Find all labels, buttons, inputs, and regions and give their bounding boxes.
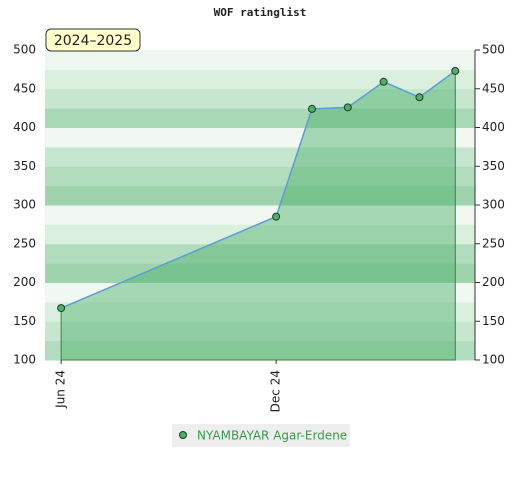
point <box>343 103 352 112</box>
stripe <box>45 205 475 225</box>
x-tick-label: Dec 24 <box>269 370 283 412</box>
plot-area <box>45 50 475 361</box>
stripe <box>45 185 475 206</box>
stripe <box>45 166 475 187</box>
point <box>451 66 460 75</box>
point <box>307 104 316 113</box>
point <box>57 304 66 313</box>
y2-tick-label: 400 <box>482 120 505 134</box>
stripe <box>45 340 475 361</box>
stripe <box>45 69 475 90</box>
y-tick-label: 250 <box>13 236 36 250</box>
stripe <box>45 127 475 148</box>
stripe <box>45 301 475 322</box>
y2-tick-label: 150 <box>482 314 505 328</box>
y2-tick-label: 100 <box>482 353 505 367</box>
y2-tick-label: 250 <box>482 236 505 250</box>
y-tick-label: 450 <box>13 81 36 95</box>
legend <box>172 424 350 447</box>
y2-tick-label: 350 <box>482 159 505 173</box>
y-tick-label: 500 <box>13 43 36 57</box>
chart-title: WOF ratinglist <box>214 6 307 19</box>
stripe <box>45 108 475 128</box>
y-tick-label: 300 <box>13 198 36 212</box>
stripe <box>45 282 475 303</box>
stripe <box>45 243 475 264</box>
season-box <box>45 28 141 52</box>
y2-tick-label: 450 <box>482 81 505 95</box>
y2-tick-label: 500 <box>482 43 505 57</box>
point <box>415 93 424 102</box>
legend-text: NYAMBAYAR Agar-Erdene <box>197 429 347 443</box>
x-tick-label: Jun 24 <box>54 370 68 409</box>
stripe <box>45 321 475 342</box>
stripe <box>45 146 475 167</box>
y-tick-label: 100 <box>13 353 36 367</box>
y-tick-label: 350 <box>13 159 36 173</box>
stripe <box>45 263 475 283</box>
season-label: 2024–2025 <box>54 33 132 49</box>
stripe <box>45 50 475 70</box>
legend-marker <box>179 431 187 439</box>
y-tick-label: 150 <box>13 314 36 328</box>
point <box>379 77 388 86</box>
y-tick-label: 400 <box>13 120 36 134</box>
y2-tick-label: 300 <box>482 198 505 212</box>
y2-tick-label: 200 <box>482 275 505 289</box>
point <box>272 212 281 221</box>
stripe <box>45 224 475 245</box>
y-tick-label: 200 <box>13 275 36 289</box>
